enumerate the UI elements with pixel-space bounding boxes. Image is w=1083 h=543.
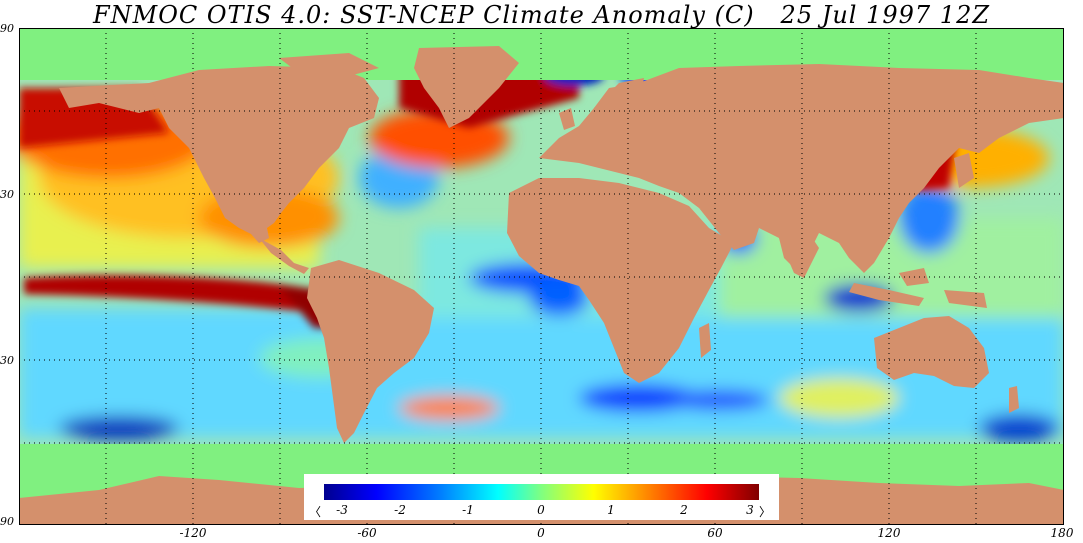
colorbar-tick: -3 bbox=[336, 503, 348, 517]
colorbar-tick: 3 bbox=[746, 503, 754, 517]
lon-label-120: 120 bbox=[877, 526, 901, 540]
colorbar-tick: -2 bbox=[394, 503, 406, 517]
colorbar-left-arrow: 〈 bbox=[309, 505, 322, 519]
colorbar-right-arrow: 〉 bbox=[759, 505, 772, 519]
colorbar-gradient bbox=[324, 484, 759, 500]
lon-label-180: 180 bbox=[1050, 526, 1074, 540]
lat-label-90n: 90 bbox=[0, 22, 14, 35]
land-north-america bbox=[144, 66, 379, 243]
colorbar-tick: 0 bbox=[537, 503, 545, 517]
lon-label-minus60: -60 bbox=[357, 526, 377, 540]
sst-anomaly-map bbox=[19, 28, 1064, 525]
lat-label-30s: 30 bbox=[0, 354, 14, 367]
colorbar-tick: 1 bbox=[607, 503, 615, 517]
land-greenland bbox=[414, 46, 519, 128]
map-title: FNMOC OTIS 4.0: SST-NCEP Climate Anomaly… bbox=[92, 1, 991, 29]
colorbar-tick: -1 bbox=[462, 503, 474, 517]
land-south-america bbox=[307, 260, 434, 443]
lat-label-30n: 30 bbox=[0, 188, 14, 201]
map-frame bbox=[19, 28, 1064, 525]
land-australia bbox=[874, 316, 989, 388]
lon-label-60: 60 bbox=[707, 526, 723, 540]
colorbar-tick: 2 bbox=[680, 503, 688, 517]
lon-label-minus120: -120 bbox=[179, 526, 207, 540]
land-africa bbox=[507, 178, 734, 383]
colorbar-legend: 〈 -3 -2 -1 0 1 2 3 〉 bbox=[304, 474, 779, 520]
lat-label-90s: 90 bbox=[0, 515, 14, 528]
lon-label-0: 0 bbox=[537, 526, 545, 540]
graticule bbox=[19, 28, 1064, 525]
